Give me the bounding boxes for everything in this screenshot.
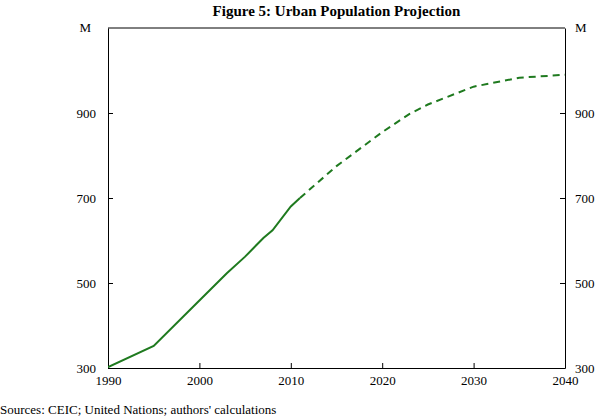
y-axis-left-tick-mark	[108, 368, 113, 369]
y-axis-left: 300 500 700 900	[77, 29, 114, 376]
source-note: Sources: CEIC; United Nations; authors' …	[0, 402, 276, 417]
y-axis-left-tick-mark	[108, 283, 113, 284]
x-axis-tick: 2020	[370, 363, 396, 388]
y-axis-left-tick-label: 700	[77, 191, 97, 206]
y-axis-right-tick: 700	[560, 191, 595, 206]
y-axis-right-tick: 500	[560, 276, 595, 291]
series-line	[300, 75, 565, 198]
x-axis-tick-label: 1990	[96, 373, 122, 388]
y-axis-right-tick-mark	[560, 113, 565, 114]
y-axis-right-tick-mark	[560, 198, 565, 199]
y-axis-right-tick-label: 300	[575, 361, 595, 376]
y-axis-right-tick-label: 900	[575, 106, 595, 121]
x-axis-tick-label: 2030	[461, 373, 487, 388]
y-axis-right-tick-label: 700	[575, 191, 595, 206]
y-axis-right-tick-label: 500	[575, 276, 595, 291]
y-axis-right-tick: 900	[560, 106, 595, 121]
y-axis-left-tick: 900	[77, 106, 114, 121]
plot-area	[108, 75, 565, 367]
x-axis: 199020002010202020302040	[96, 363, 579, 388]
x-axis-tick: 2000	[187, 363, 213, 388]
x-axis-tick-label: 2000	[187, 373, 213, 388]
y-axis-right-tick-mark	[560, 283, 565, 284]
x-axis-tick-mark	[382, 363, 383, 368]
y-axis-left-tick-mark	[108, 113, 113, 114]
y-axis-left-tick-label: 300	[77, 361, 97, 376]
series-line	[108, 198, 300, 367]
y-axis-left-tick: 500	[77, 276, 114, 291]
x-axis-tick: 2030	[461, 363, 487, 388]
y-unit-left: M	[79, 20, 91, 35]
chart-title: Figure 5: Urban Population Projection	[213, 3, 461, 19]
x-axis-tick-mark	[199, 363, 200, 368]
y-axis-left-tick-label: 500	[77, 276, 97, 291]
x-axis-tick-label: 2010	[278, 373, 304, 388]
x-axis-tick-mark	[474, 363, 475, 368]
x-axis-line	[109, 368, 566, 369]
x-axis-tick-label: 2020	[370, 373, 396, 388]
plot-frame-top	[108, 28, 565, 29]
y-axis-left-tick-mark	[108, 198, 113, 199]
y-unit-right: M	[575, 20, 587, 35]
x-axis-tick: 2010	[278, 363, 304, 388]
y-axis-right-tick: 300	[560, 361, 595, 376]
y-axis-left-tick: 700	[77, 191, 114, 206]
y-axis-right: 300 500 700 900	[560, 29, 595, 376]
y-axis-right-line	[565, 29, 566, 369]
y-axis-right-tick-mark	[560, 368, 565, 369]
x-axis-tick-mark	[291, 363, 292, 368]
y-axis-left-tick: 300	[77, 361, 114, 376]
y-axis-left-tick-label: 900	[77, 106, 97, 121]
